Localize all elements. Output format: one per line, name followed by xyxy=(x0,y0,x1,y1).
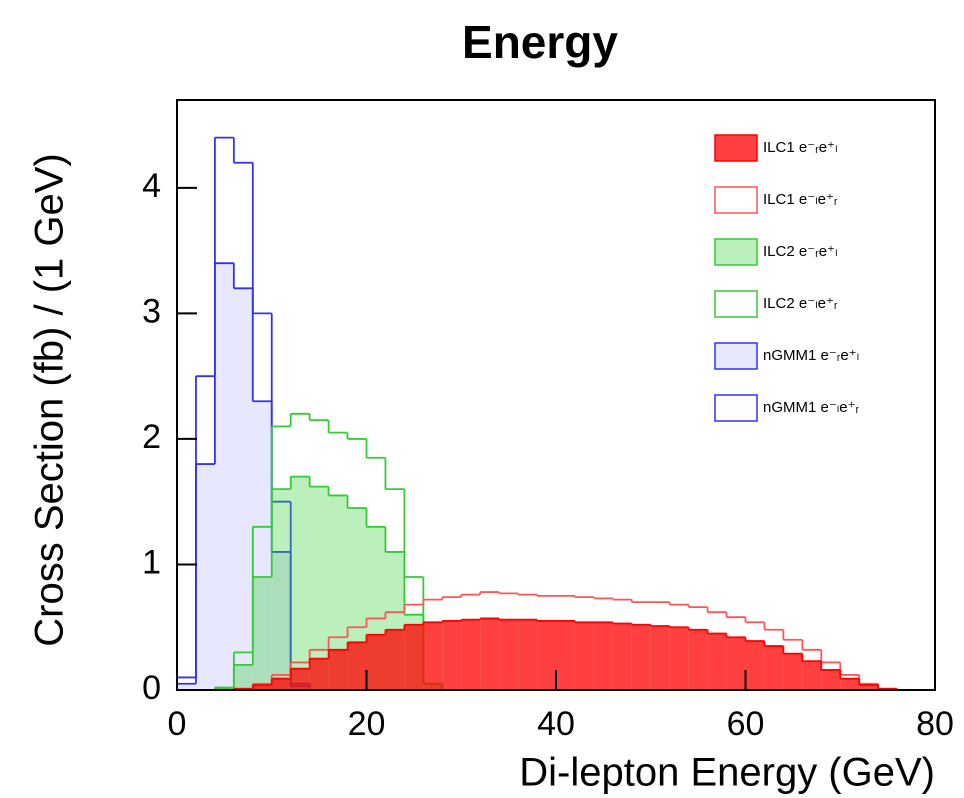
bar xyxy=(631,624,651,690)
bar xyxy=(233,288,253,690)
y-tick-label: 3 xyxy=(142,292,161,330)
bar xyxy=(309,658,329,690)
bar xyxy=(859,684,879,690)
bar xyxy=(347,642,367,690)
y-axis-label: Cross Section (fb) / (1 GeV) xyxy=(28,153,72,646)
x-tick-label: 80 xyxy=(916,705,954,743)
legend-label: ILC2 e⁻ᵣe⁺ₗ xyxy=(763,243,837,260)
bar xyxy=(499,619,519,690)
bar xyxy=(612,623,632,690)
series xyxy=(176,262,935,691)
bar xyxy=(764,646,784,690)
bar xyxy=(271,489,291,690)
bar xyxy=(442,620,462,690)
bar xyxy=(574,622,594,690)
x-tick-label: 0 xyxy=(168,705,187,743)
legend-label: nGMM1 e⁻ᵣe⁺ₗ xyxy=(763,347,859,364)
bar xyxy=(802,661,822,690)
bar xyxy=(537,620,556,690)
legend-label: ILC2 e⁻ₗe⁺ᵣ xyxy=(763,295,838,312)
bar xyxy=(271,551,291,690)
bar xyxy=(593,622,613,690)
legend: ILC1 e⁻ᵣe⁺ₗ ILC1 e⁻ₗe⁺ᵣ ILC2 e⁻ᵣe⁺ₗ ILC2 e⁻… xyxy=(714,134,860,422)
x-tick-label: 60 xyxy=(727,705,765,743)
series xyxy=(177,617,935,691)
bar xyxy=(726,637,746,690)
y-tick-label: 1 xyxy=(142,543,161,581)
bar xyxy=(688,629,708,690)
bar xyxy=(480,618,500,690)
bar xyxy=(461,619,481,690)
legend-swatch xyxy=(714,186,758,214)
bar xyxy=(707,633,727,690)
bar xyxy=(840,678,860,690)
bar xyxy=(821,669,841,690)
bar xyxy=(233,664,253,690)
bar xyxy=(366,634,386,690)
legend-label: nGMM1 e⁻ₗe⁺ᵣ xyxy=(763,399,860,416)
bar xyxy=(385,629,405,690)
legend-swatch xyxy=(714,394,758,422)
chart-title: Energy xyxy=(462,16,618,68)
bar xyxy=(745,641,765,690)
y-tick-label: 0 xyxy=(142,669,161,707)
bar xyxy=(252,401,272,690)
bar xyxy=(328,649,348,690)
bar xyxy=(518,619,538,690)
legend-swatch xyxy=(714,238,758,266)
bar xyxy=(328,495,348,690)
x-tick-label: 40 xyxy=(537,705,575,743)
bar xyxy=(556,620,575,690)
bar xyxy=(195,464,215,690)
y-tick-label: 2 xyxy=(142,418,161,456)
bar xyxy=(252,577,272,690)
series xyxy=(177,591,935,691)
bar xyxy=(650,625,670,690)
bar xyxy=(290,476,310,690)
bar xyxy=(271,678,291,690)
legend-label: ILC1 e⁻ₗe⁺ᵣ xyxy=(763,191,838,208)
bar xyxy=(252,684,272,690)
bar xyxy=(309,486,329,690)
y-tick-label: 4 xyxy=(142,167,161,205)
legend-label: ILC1 e⁻ᵣe⁺ₗ xyxy=(763,139,837,156)
legend-swatch xyxy=(714,290,758,318)
x-tick-label: 20 xyxy=(348,705,386,743)
bar xyxy=(669,627,689,690)
bar xyxy=(214,263,234,690)
legend-swatch xyxy=(714,134,758,162)
x-axis-label: Di-lepton Energy (GeV) xyxy=(519,751,935,795)
bar xyxy=(783,653,803,690)
bar xyxy=(423,622,443,690)
bar xyxy=(404,624,424,690)
legend-swatch xyxy=(714,342,758,370)
bar xyxy=(177,683,196,690)
bar xyxy=(290,668,310,690)
